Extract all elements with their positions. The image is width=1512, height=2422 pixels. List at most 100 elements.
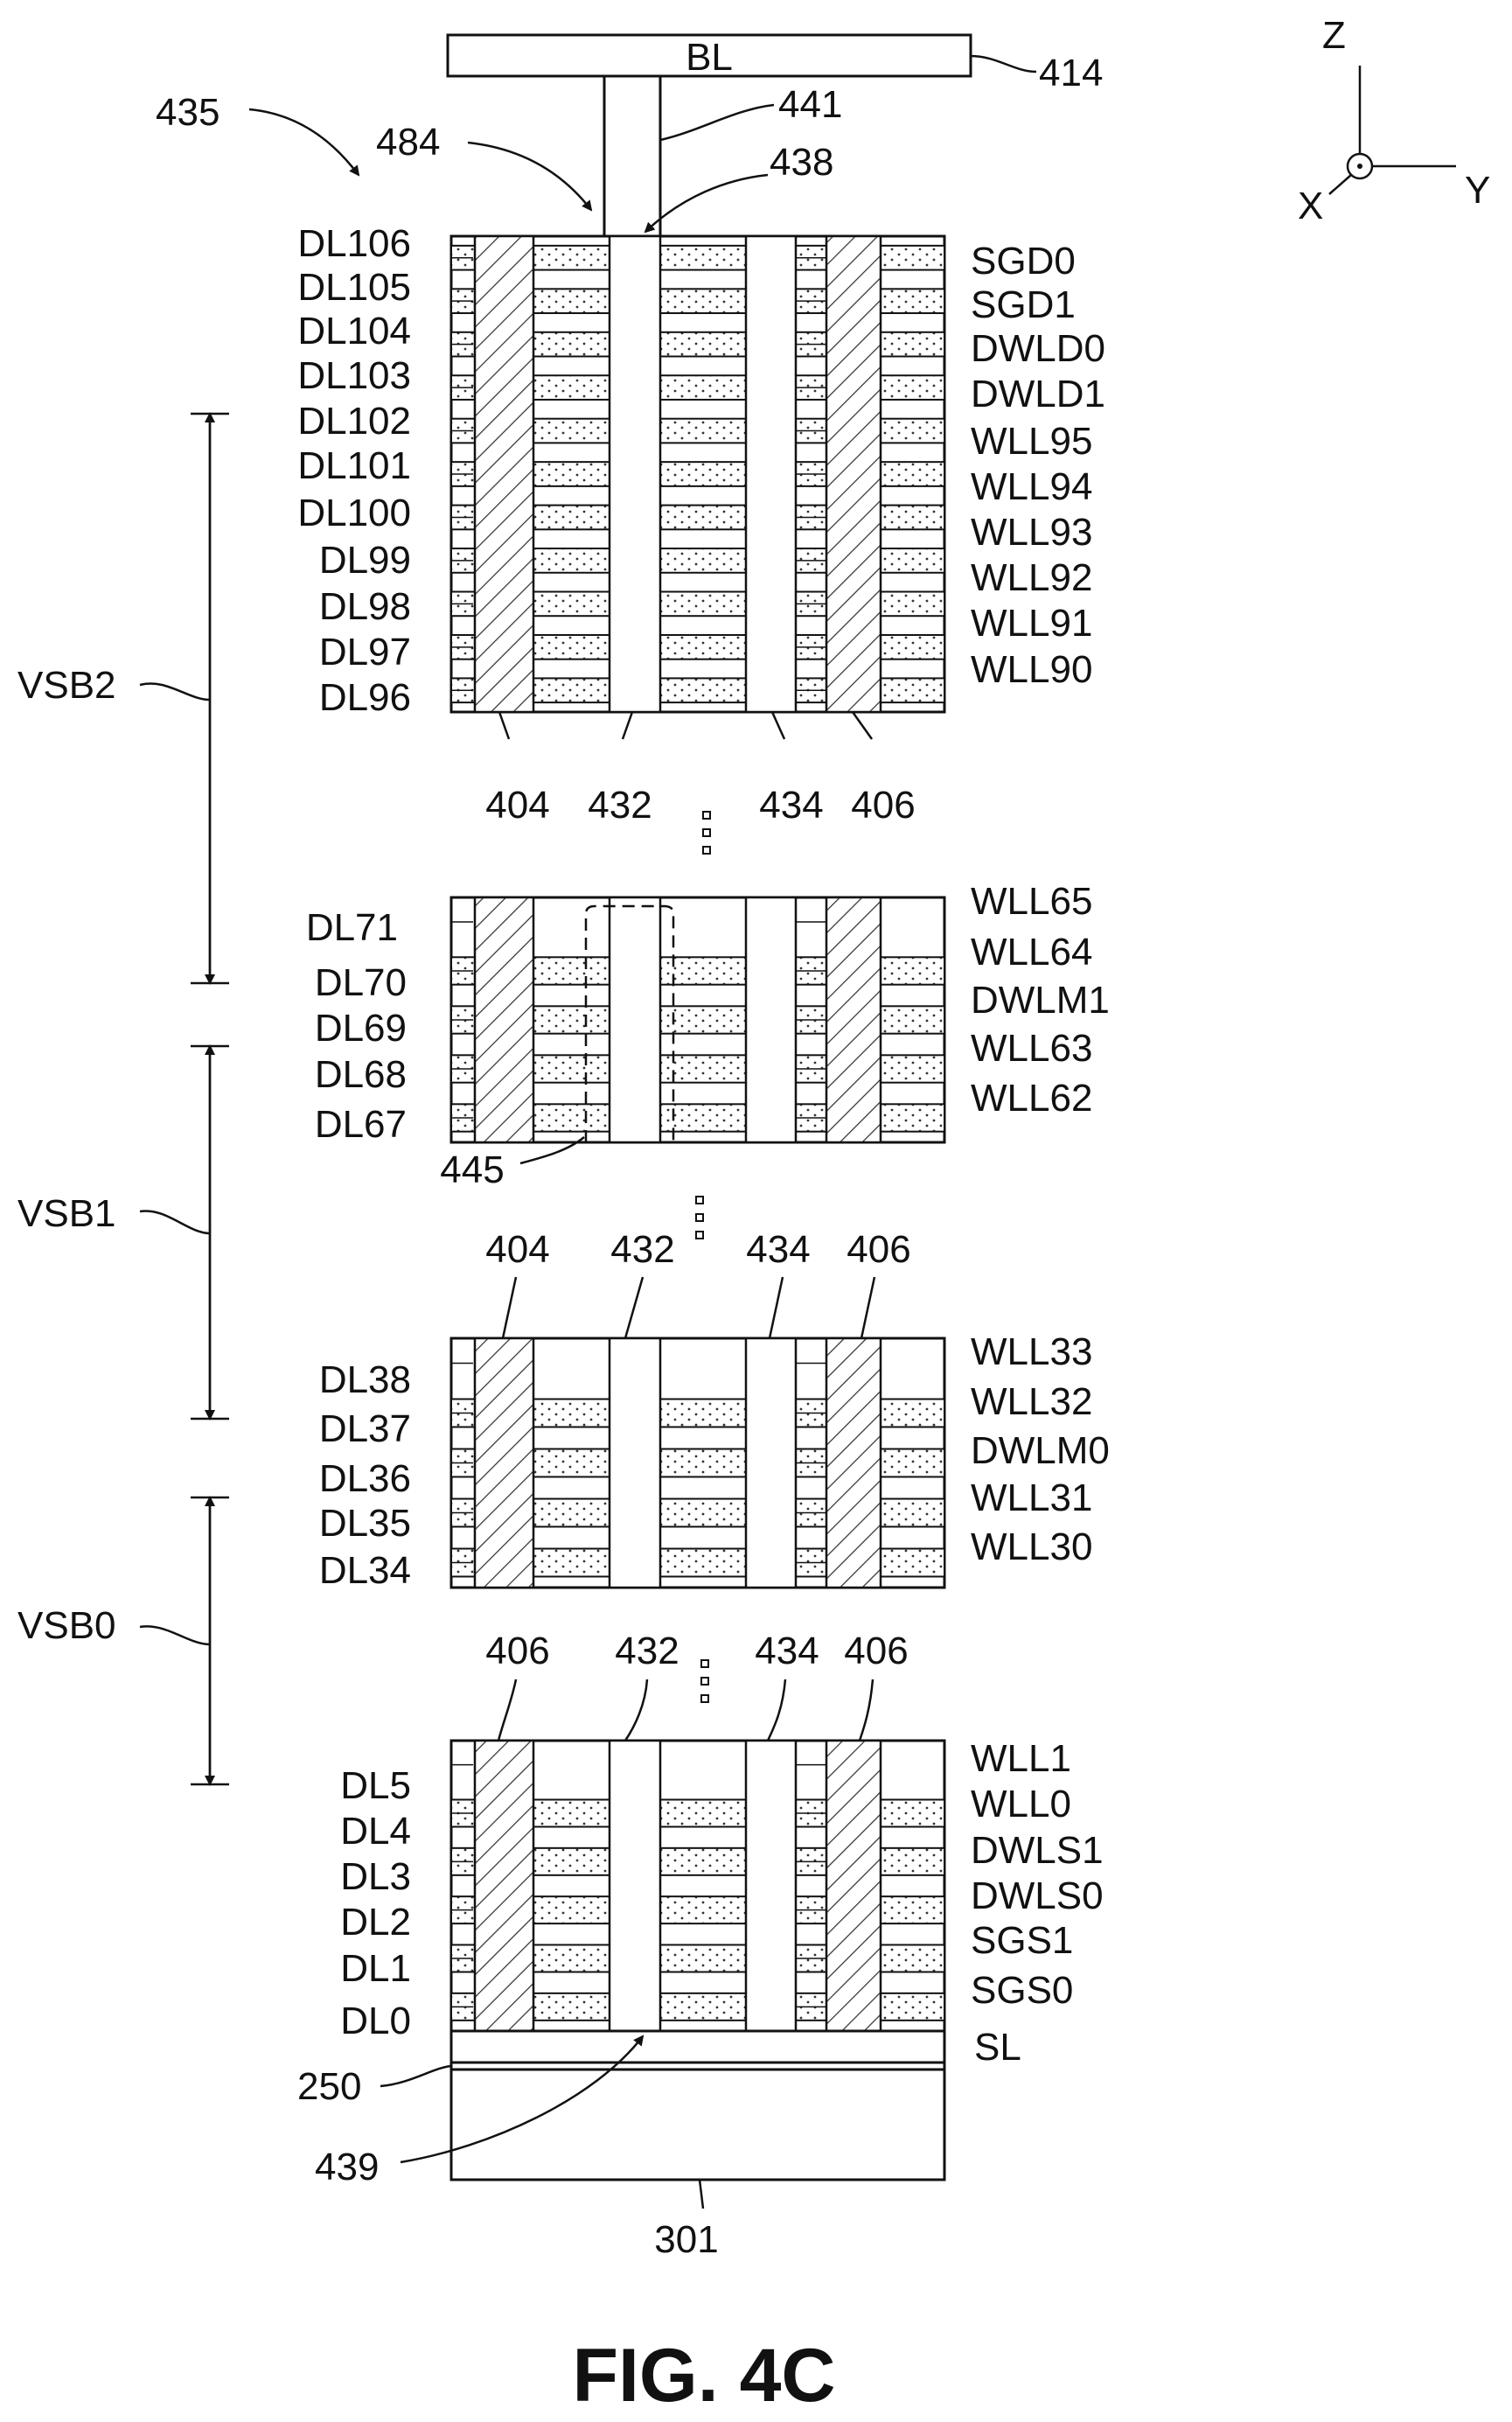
ref-label: 406 bbox=[844, 1630, 908, 1672]
wl-label: WLL95 bbox=[971, 420, 1092, 463]
contact-leader-441 bbox=[659, 103, 775, 142]
ref-label: 406 bbox=[847, 1228, 910, 1271]
ref-301: 301 bbox=[654, 2218, 718, 2261]
local-interconnect-pillar bbox=[473, 234, 535, 714]
wl-label: WLL32 bbox=[971, 1380, 1092, 1423]
dl-label: DL1 bbox=[340, 1947, 411, 1990]
leader-301 bbox=[698, 2179, 705, 2209]
dl-label: DL99 bbox=[319, 539, 411, 582]
dl-labels-upper-mid: DL71 DL70 DL69 DL68 DL67 bbox=[306, 906, 407, 1146]
ref-label: 432 bbox=[615, 1630, 679, 1672]
memory-hole-pillar bbox=[608, 1337, 662, 1589]
stack-block-top bbox=[449, 234, 946, 714]
local-interconnect-pillar bbox=[825, 1739, 882, 2033]
local-interconnect-pillar bbox=[825, 1337, 882, 1589]
dl-label: DL102 bbox=[297, 400, 411, 443]
wl-label: WLL1 bbox=[971, 1737, 1071, 1780]
wl-labels-lower-mid: WLL33 WLL32 DWLM0 WLL31 WLL30 bbox=[971, 1330, 1110, 1568]
wl-label: WLL33 bbox=[971, 1330, 1092, 1373]
wl-label: WLL93 bbox=[971, 511, 1092, 554]
wl-label: SGS0 bbox=[971, 1969, 1073, 2012]
dl-label: DL68 bbox=[315, 1053, 407, 1096]
bitline-contact bbox=[603, 74, 662, 238]
wl-label: DWLD0 bbox=[971, 327, 1105, 370]
bitline-ref: 414 bbox=[1039, 52, 1103, 94]
dl-label: DL70 bbox=[315, 961, 407, 1004]
contact-ref-438: 438 bbox=[770, 141, 833, 184]
wl-label: SGD0 bbox=[971, 240, 1076, 283]
vsb1-bracket bbox=[139, 1044, 229, 1420]
dl-label: DL69 bbox=[315, 1007, 407, 1050]
wl-label: DWLM0 bbox=[971, 1429, 1110, 1472]
wl-label: SGD1 bbox=[971, 283, 1076, 326]
memory-hole-pillar bbox=[608, 1739, 662, 2033]
dl-label: DL96 bbox=[319, 676, 411, 719]
ref-label: 432 bbox=[610, 1228, 674, 1271]
vsb2-label: VSB2 bbox=[17, 664, 116, 707]
bitline-label: BL bbox=[686, 36, 733, 79]
dl-label: DL103 bbox=[297, 354, 411, 397]
ref-label: 404 bbox=[485, 784, 549, 827]
wl-label: WLL94 bbox=[971, 465, 1092, 508]
refs-top-block: 404 432 434 406 bbox=[485, 711, 916, 827]
dl-label: DL36 bbox=[319, 1457, 411, 1500]
refs-bottom-top: 406 432 434 406 bbox=[485, 1630, 909, 1741]
memory-hole-pillar bbox=[744, 1337, 798, 1589]
local-interconnect-pillar bbox=[825, 896, 882, 1144]
axis-z-label: Z bbox=[1322, 14, 1346, 57]
vsb0-bracket bbox=[139, 1496, 229, 1786]
wl-label: SGS1 bbox=[971, 1919, 1073, 1962]
dl-label: DL101 bbox=[297, 444, 411, 487]
wl-label: WLL30 bbox=[971, 1525, 1092, 1568]
axis-x-label: X bbox=[1298, 185, 1323, 227]
wl-label: DWLS1 bbox=[971, 1829, 1104, 1872]
wl-label: WLL65 bbox=[971, 880, 1092, 923]
dl-label: DL67 bbox=[315, 1103, 407, 1146]
dl-labels-lower-mid: DL38 DL37 DL36 DL35 DL34 bbox=[319, 1358, 411, 1592]
dl-labels-top: DL106 DL105 DL104 DL103 DL102 DL101 DL10… bbox=[297, 222, 411, 719]
local-interconnect-pillar bbox=[473, 1739, 535, 2033]
vsb1-label: VSB1 bbox=[17, 1192, 116, 1235]
wl-label: WLL0 bbox=[971, 1783, 1071, 1825]
wl-label: WLL64 bbox=[971, 931, 1092, 974]
memory-hole-pillar bbox=[744, 234, 798, 714]
stack-block-upper-mid bbox=[449, 896, 946, 1144]
dl-label: DL2 bbox=[340, 1901, 411, 1944]
arrow-439 bbox=[400, 2035, 645, 2164]
wl-label: SL bbox=[974, 2026, 1021, 2069]
vsb0-label: VSB0 bbox=[17, 1604, 116, 1647]
ref-439: 439 bbox=[315, 2146, 379, 2188]
stack-block-lower-mid bbox=[449, 1337, 946, 1589]
ref-label: 434 bbox=[759, 784, 823, 827]
dl-label: DL5 bbox=[340, 1764, 411, 1807]
axis-y-label: Y bbox=[1465, 169, 1490, 212]
wl-label: DWLM1 bbox=[971, 979, 1110, 1022]
ref-label: 406 bbox=[485, 1630, 549, 1672]
ref-label: 406 bbox=[851, 784, 915, 827]
dl-label: DL97 bbox=[319, 631, 411, 674]
wl-label: WLL91 bbox=[971, 602, 1092, 645]
memory-hole-pillar bbox=[744, 1739, 798, 2033]
ref-445: 445 bbox=[440, 1148, 504, 1191]
wl-label: WLL62 bbox=[971, 1077, 1092, 1120]
dl-labels-bottom: DL5 DL4 DL3 DL2 DL1 DL0 bbox=[340, 1764, 411, 2042]
contact-arrow-438 bbox=[644, 173, 769, 234]
dl-label: DL98 bbox=[319, 585, 411, 628]
ref-435: 435 bbox=[156, 91, 219, 134]
wl-labels-top: SGD0 SGD1 DWLD0 DWLD1 WLL95 WLL94 WLL93 … bbox=[971, 240, 1105, 691]
vsb2-bracket bbox=[139, 412, 229, 985]
dl-label: DL106 bbox=[297, 222, 411, 265]
continuation-dots bbox=[695, 811, 711, 1703]
dl-label: DL38 bbox=[319, 1358, 411, 1401]
local-interconnect-pillar bbox=[473, 896, 535, 1144]
dl-label: DL105 bbox=[297, 266, 411, 309]
dl-label: DL4 bbox=[340, 1810, 411, 1853]
arrow-484 bbox=[467, 141, 593, 212]
wl-label: DWLS0 bbox=[971, 1874, 1104, 1917]
leader-250 bbox=[380, 2064, 452, 2088]
wl-labels-upper-mid: WLL65 WLL64 DWLM1 WLL63 WLL62 bbox=[971, 880, 1110, 1120]
wl-label: WLL63 bbox=[971, 1027, 1092, 1070]
ref-250: 250 bbox=[297, 2065, 361, 2108]
source-line bbox=[449, 2029, 946, 2064]
